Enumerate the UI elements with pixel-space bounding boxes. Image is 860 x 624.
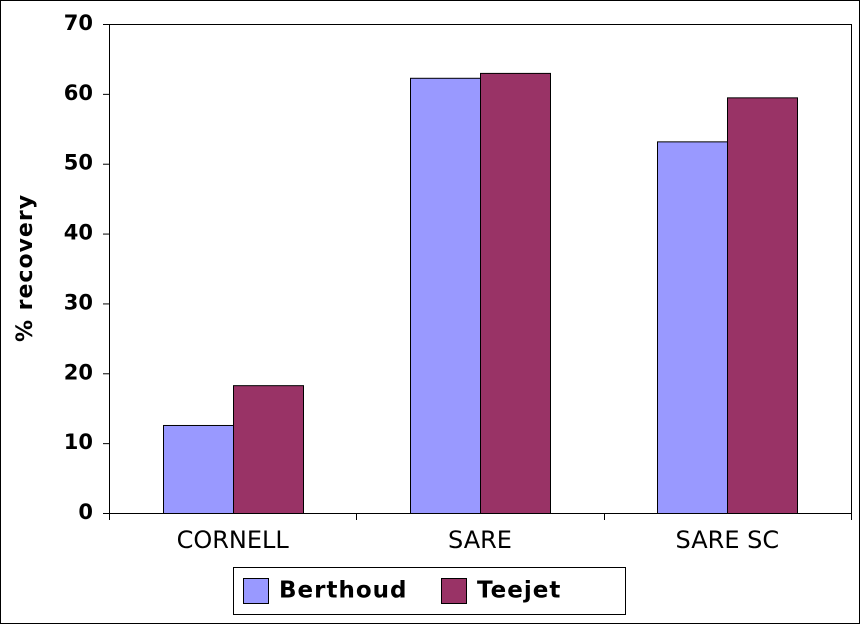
y-tick-label: 0 xyxy=(78,500,93,524)
y-tick-label: 30 xyxy=(64,290,93,314)
x-tick-label: SARE SC xyxy=(676,526,780,554)
y-tick-label: 40 xyxy=(64,221,93,245)
bar xyxy=(163,424,234,515)
legend-box xyxy=(233,567,626,615)
legend-swatch xyxy=(243,578,269,604)
y-axis-label: % recovery xyxy=(13,194,38,342)
legend-label: Teejet xyxy=(477,578,561,604)
bar xyxy=(233,385,304,515)
x-tick-label: SARE xyxy=(448,526,512,554)
legend-swatch xyxy=(441,578,467,604)
x-tick-label: CORNELL xyxy=(177,526,290,554)
y-tick-label: 10 xyxy=(64,430,93,454)
bar xyxy=(657,141,728,515)
y-tick-label: 60 xyxy=(64,81,93,105)
y-tick-label: 50 xyxy=(64,151,93,175)
legend-label: Berthoud xyxy=(279,578,407,604)
bar xyxy=(410,77,481,514)
y-tick-label: 70 xyxy=(64,11,93,35)
y-tick-label: 20 xyxy=(64,360,93,384)
bar xyxy=(727,97,798,514)
bar xyxy=(480,72,551,515)
